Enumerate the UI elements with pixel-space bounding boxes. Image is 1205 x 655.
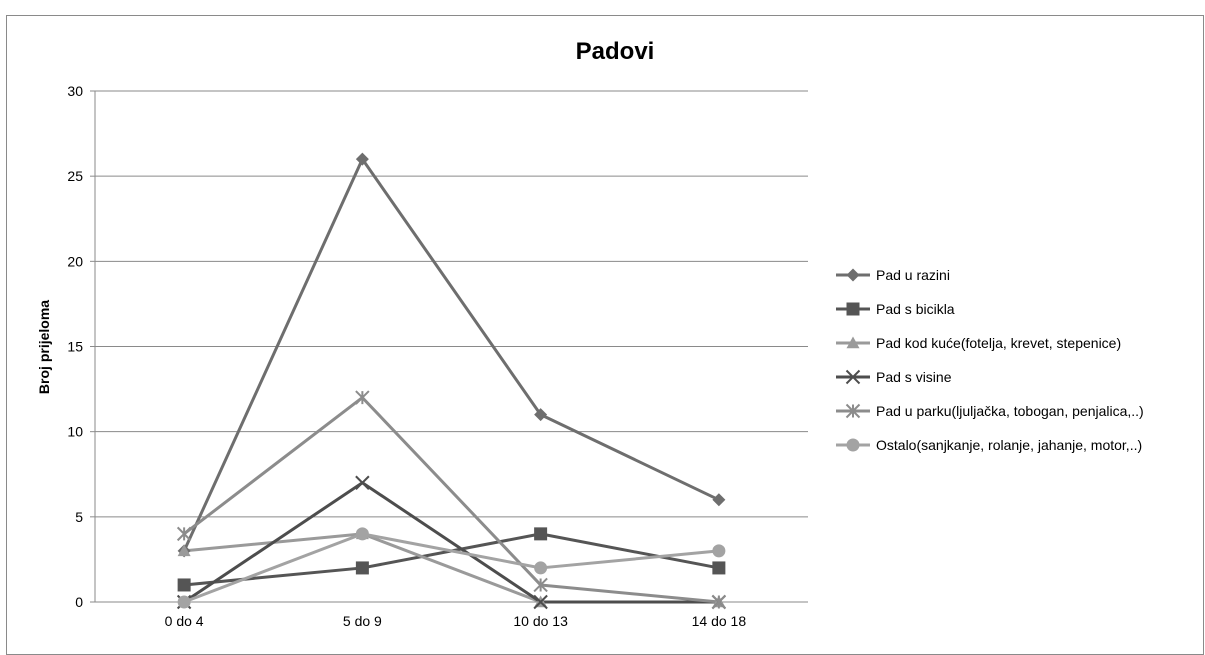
legend-label: Pad u parku(ljuljačka, tobogan, penjalic… (876, 403, 1144, 419)
gridlines (90, 90, 808, 603)
data-point-marker (533, 594, 548, 610)
data-point-marker (846, 302, 860, 316)
series-line (182, 157, 720, 552)
x-tick-label: 14 do 18 (692, 613, 747, 629)
data-point-marker (355, 390, 370, 405)
y-tick-label: 15 (67, 339, 83, 355)
data-point-marker (846, 438, 860, 452)
y-tick-label: 0 (75, 594, 83, 610)
y-axis-label: Broj prijeloma (36, 300, 52, 394)
data-point-marker (355, 561, 369, 575)
series-line (183, 396, 720, 604)
y-tick-label: 30 (67, 83, 83, 99)
y-tick-label: 20 (67, 253, 83, 269)
chart-frame: Padovi Broj prijeloma 0 5 10 15 20 25 30 0 do … (6, 15, 1204, 655)
data-point-marker (846, 336, 860, 349)
y-tick-labels: 0 5 10 15 20 25 30 (67, 83, 83, 610)
x-tick-label: 5 do 9 (343, 613, 382, 629)
data-point-marker (176, 526, 192, 542)
legend-label: Pad u razini (876, 267, 950, 283)
series-line (183, 532, 720, 604)
chart-title: Padovi (576, 38, 655, 65)
series-line (183, 481, 719, 604)
data-point-marker (712, 493, 726, 507)
data-point-marker (845, 403, 861, 419)
data-point-marker (711, 594, 727, 610)
data-point-marker (177, 595, 191, 609)
data-point-marker (845, 369, 861, 385)
data-point-marker (846, 268, 860, 282)
data-point-marker (355, 475, 370, 490)
legend-label: Pad kod kuće(fotelja, krevet, stepenice) (876, 335, 1121, 351)
data-point-marker (355, 152, 369, 166)
series-lines (176, 152, 727, 610)
y-tick-label: 25 (67, 168, 83, 184)
data-point-marker (534, 408, 548, 422)
y-tick-label: 10 (67, 424, 83, 440)
data-point-marker (355, 527, 369, 541)
data-point-marker (534, 527, 548, 541)
data-point-marker (533, 577, 548, 593)
data-point-marker (177, 578, 191, 592)
legend-label: Pad s visine (876, 369, 952, 385)
x-tick-label: 10 do 13 (513, 613, 568, 629)
data-point-marker (712, 544, 726, 558)
x-tick-label: 0 do 4 (165, 613, 204, 629)
data-point-marker (177, 544, 191, 557)
data-point-marker (534, 561, 548, 575)
legend: Pad u razini Pad s bicikla Pad kod kuće(fo… (836, 267, 1144, 453)
legend-label: Ostalo(sanjkanje, rolanje, jahanje, moto… (876, 437, 1142, 453)
legend-label: Pad s bicikla (876, 301, 955, 317)
x-tick-labels: 0 do 4 5 do 9 10 do 13 14 do 18 (165, 613, 747, 629)
data-point-marker (712, 561, 726, 575)
line-chart: Padovi Broj prijeloma 0 5 10 15 20 25 30 0 do … (36, 38, 1144, 629)
y-tick-label: 5 (75, 509, 83, 525)
